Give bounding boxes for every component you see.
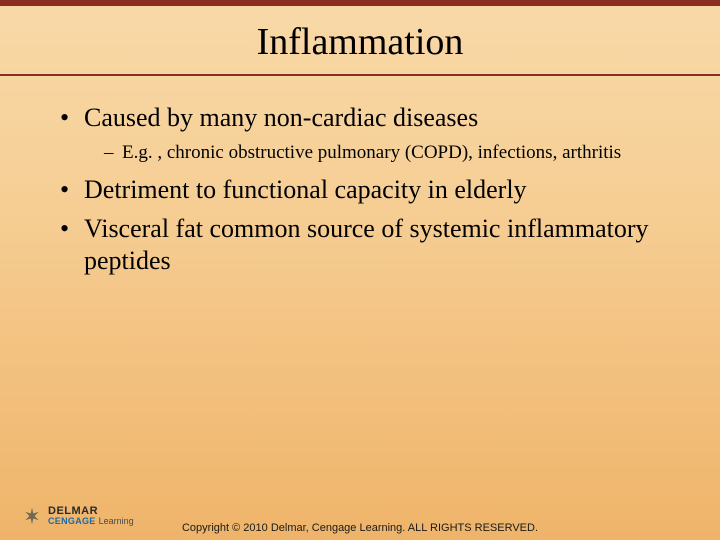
slide-title: Inflammation [0,6,720,74]
brand-learning: Learning [99,517,134,526]
sub-bullet-item: E.g. , chronic obstructive pulmonary (CO… [104,141,680,165]
publisher-logo: DELMAR CENGAGE Learning [22,506,134,526]
bullet-text: Detriment to functional capacity in elde… [84,175,527,204]
copyright-text: Copyright © 2010 Delmar, Cengage Learnin… [182,522,538,534]
content-area: Caused by many non-cardiac diseases E.g.… [0,76,720,278]
sub-bullet-list: E.g. , chronic obstructive pulmonary (CO… [104,141,680,165]
bullet-list: Caused by many non-cardiac diseases E.g.… [60,102,680,278]
logo-text: DELMAR CENGAGE Learning [48,506,134,526]
bullet-item: Detriment to functional capacity in elde… [60,174,680,207]
sub-bullet-text: E.g. , chronic obstructive pulmonary (CO… [122,142,621,163]
footer: DELMAR CENGAGE Learning Copyright © 2010… [0,492,720,540]
bullet-text: Visceral fat common source of systemic i… [84,214,648,276]
bullet-item: Visceral fat common source of systemic i… [60,213,680,278]
star-icon [22,506,42,526]
brand-cengage: CENGAGE [48,517,96,526]
bullet-text: Caused by many non-cardiac diseases [84,103,478,132]
slide: Inflammation Caused by many non-cardiac … [0,0,720,540]
bullet-item: Caused by many non-cardiac diseases E.g.… [60,102,680,164]
